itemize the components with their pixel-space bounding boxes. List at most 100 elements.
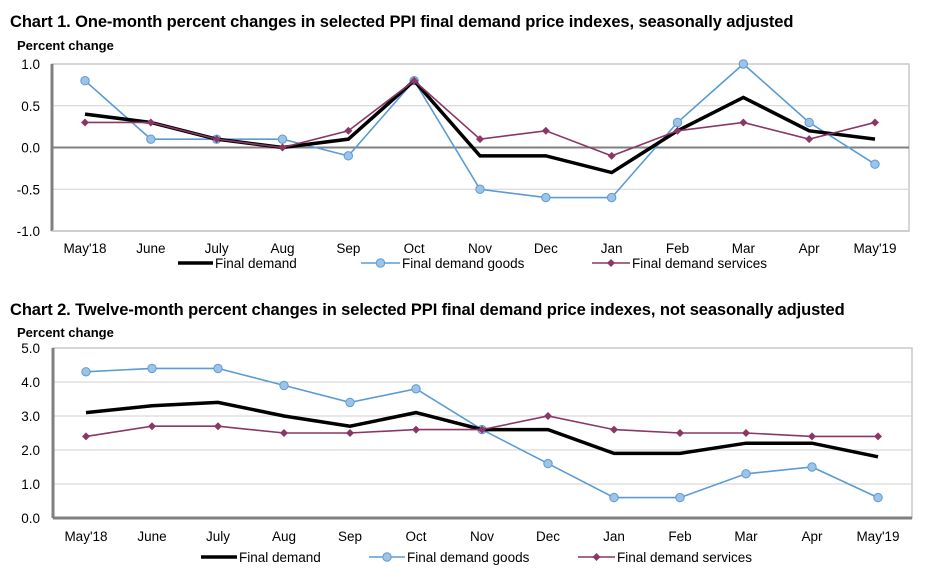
data-point-goods (541, 192, 551, 203)
data-point-services (742, 429, 750, 437)
data-point-goods (675, 492, 685, 503)
data-point-services (212, 135, 221, 144)
x-tick-label: Nov (468, 241, 492, 256)
data-point-services (739, 118, 748, 127)
x-tick-label: July (205, 241, 229, 256)
data-point-goods (804, 117, 814, 128)
legend-label: Final demand goods (407, 550, 530, 565)
data-point-goods (606, 192, 617, 203)
data-point-goods (672, 117, 683, 128)
x-tick-label: Mar (732, 241, 756, 256)
data-point-services (808, 432, 816, 441)
x-tick-label: Aug (270, 241, 294, 256)
legend-marker-goods (382, 552, 392, 562)
legend-marker-goods (375, 258, 386, 268)
legend-label: Final demand services (617, 550, 752, 565)
y-tick-label: 0.0 (21, 511, 40, 526)
x-tick-label: June (136, 241, 165, 256)
x-tick-label: Apr (799, 241, 821, 256)
data-point-goods (343, 151, 354, 161)
data-point-goods (81, 367, 91, 377)
data-point-services (610, 425, 618, 434)
x-tick-label: Dec (536, 529, 560, 544)
x-tick-label: July (206, 529, 230, 544)
chart-2-y-axis-label: Percent change (17, 325, 114, 340)
data-point-services (476, 135, 484, 144)
y-tick-label: -0.5 (17, 182, 40, 197)
data-point-services (81, 118, 89, 127)
data-point-services (278, 143, 287, 152)
data-point-services (412, 425, 420, 434)
data-point-services (82, 432, 90, 441)
data-point-services (280, 429, 288, 437)
data-point-services (874, 432, 882, 441)
x-tick-label: Dec (534, 241, 558, 256)
x-tick-label: Aug (272, 529, 296, 544)
data-point-goods (147, 363, 157, 374)
data-point-goods (213, 363, 223, 374)
chart-1-y-axis-label: Percent change (17, 38, 114, 53)
data-point-services (346, 429, 354, 437)
y-tick-label: 0.0 (21, 141, 40, 156)
data-point-services (676, 429, 684, 437)
legend-label: Final demand goods (402, 256, 525, 271)
data-point-goods (741, 469, 751, 479)
data-point-services (410, 76, 419, 85)
data-point-goods (80, 76, 90, 86)
data-point-services (146, 118, 155, 127)
x-tick-label: Apr (801, 529, 823, 544)
data-point-goods (411, 384, 421, 394)
x-tick-label: Jan (601, 241, 623, 256)
data-point-services (673, 126, 682, 135)
data-point-goods (277, 134, 288, 144)
data-point-goods (807, 462, 817, 472)
x-tick-label: May'18 (63, 241, 106, 256)
x-tick-label: Oct (404, 241, 425, 256)
data-point-services (805, 135, 814, 144)
x-tick-label: Mar (734, 529, 758, 544)
x-tick-label: Oct (405, 529, 426, 544)
y-tick-label: 3.0 (21, 409, 40, 424)
data-point-services (214, 422, 222, 431)
x-tick-label: June (137, 529, 166, 544)
legend-label: Final demand (215, 256, 297, 271)
y-tick-label: 4.0 (21, 375, 40, 390)
x-tick-label: Jan (603, 529, 625, 544)
data-point-services (148, 422, 156, 431)
data-point-goods (543, 458, 553, 469)
legend-marker-services (592, 553, 601, 561)
x-tick-label: May'19 (856, 529, 899, 544)
x-tick-label: Nov (470, 529, 494, 544)
x-tick-label: Sep (338, 529, 362, 544)
data-point-goods (738, 59, 749, 69)
data-point-services (541, 126, 550, 135)
x-tick-label: Sep (336, 241, 360, 256)
y-tick-label: 0.5 (21, 99, 40, 114)
data-point-goods (146, 134, 156, 144)
data-point-goods (475, 184, 485, 194)
data-point-services (871, 118, 879, 127)
data-point-goods (279, 380, 289, 391)
data-point-goods (873, 492, 883, 503)
x-tick-label: May'19 (853, 241, 896, 256)
y-tick-label: 2.0 (21, 443, 40, 458)
data-point-services (544, 412, 552, 420)
data-point-goods (345, 397, 355, 408)
data-point-services (478, 425, 486, 434)
legend-label: Final demand services (632, 256, 767, 271)
x-tick-label: Feb (666, 241, 689, 256)
legend-label: Final demand (239, 550, 321, 565)
y-tick-label: 5.0 (21, 341, 40, 356)
x-tick-label: May'18 (64, 529, 107, 544)
y-tick-label: -1.0 (17, 224, 40, 239)
data-point-services (344, 126, 353, 135)
data-point-services (607, 151, 616, 160)
data-point-goods (609, 492, 619, 503)
chart-2-title: Chart 2. Twelve-month percent changes in… (10, 301, 845, 319)
legend-marker-services (607, 259, 615, 267)
y-tick-label: 1.0 (21, 57, 40, 72)
x-tick-label: Feb (668, 529, 691, 544)
data-point-goods (870, 159, 880, 169)
